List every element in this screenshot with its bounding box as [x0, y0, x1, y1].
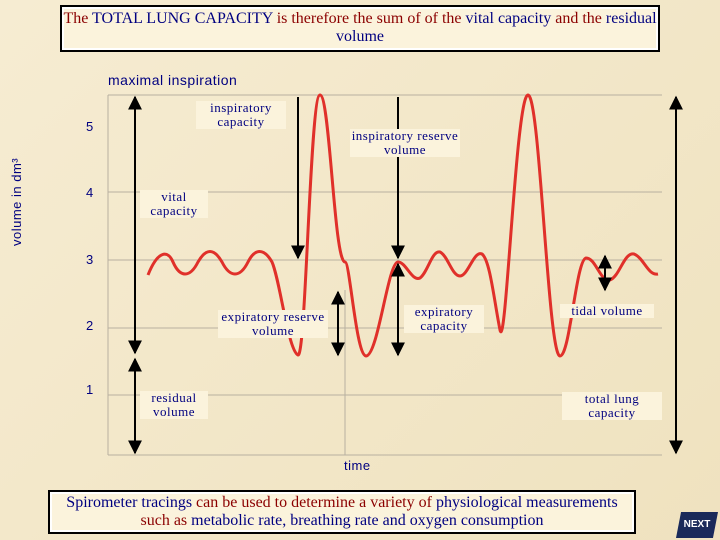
y-axis-label: volume in dm³ [9, 157, 24, 246]
label: inspiratory capacity [196, 101, 286, 129]
y-tick-label: 1 [86, 382, 94, 397]
label: expiratory capacity [404, 305, 484, 333]
label: expiratory reserve volume [218, 310, 328, 338]
y-tick-label: 2 [86, 318, 94, 333]
text-segment: is therefore the sum of of the [276, 10, 462, 27]
title-box: The TOTAL LUNG CAPACITY is therefore the… [60, 5, 660, 52]
text-segment: The [63, 10, 89, 27]
text-segment: such as [140, 512, 188, 529]
text-segment: Spirometer tracings [66, 494, 193, 511]
caption-box: Spirometer tracings can be used to deter… [48, 490, 636, 534]
label: vital capacity [140, 190, 208, 218]
spirometer-trace [146, 93, 659, 358]
label: inspiratory reserve volume [350, 128, 460, 157]
text-segment: vital capacity [465, 10, 552, 27]
label: tidal volume [560, 304, 654, 318]
text-segment: can be used to determine a variety of [196, 494, 432, 511]
text-segment: residual volume [336, 10, 657, 45]
text-segment: and the [555, 10, 602, 27]
y-tick-label: 3 [86, 252, 94, 267]
x-axis-label: time [344, 458, 371, 473]
next-button[interactable]: NEXT [676, 512, 718, 538]
label: residual volume [140, 391, 208, 419]
top-label: maximal inspiration [108, 72, 238, 88]
y-tick-label: 4 [86, 185, 94, 200]
label: total lung capacity [562, 392, 662, 420]
text-segment: physiological measurements [435, 494, 618, 511]
text-segment: metabolic rate, breathing rate and oxyge… [191, 512, 544, 529]
y-tick-label: 5 [86, 119, 94, 134]
text-segment: TOTAL LUNG CAPACITY [92, 10, 273, 27]
arrows [128, 95, 683, 455]
